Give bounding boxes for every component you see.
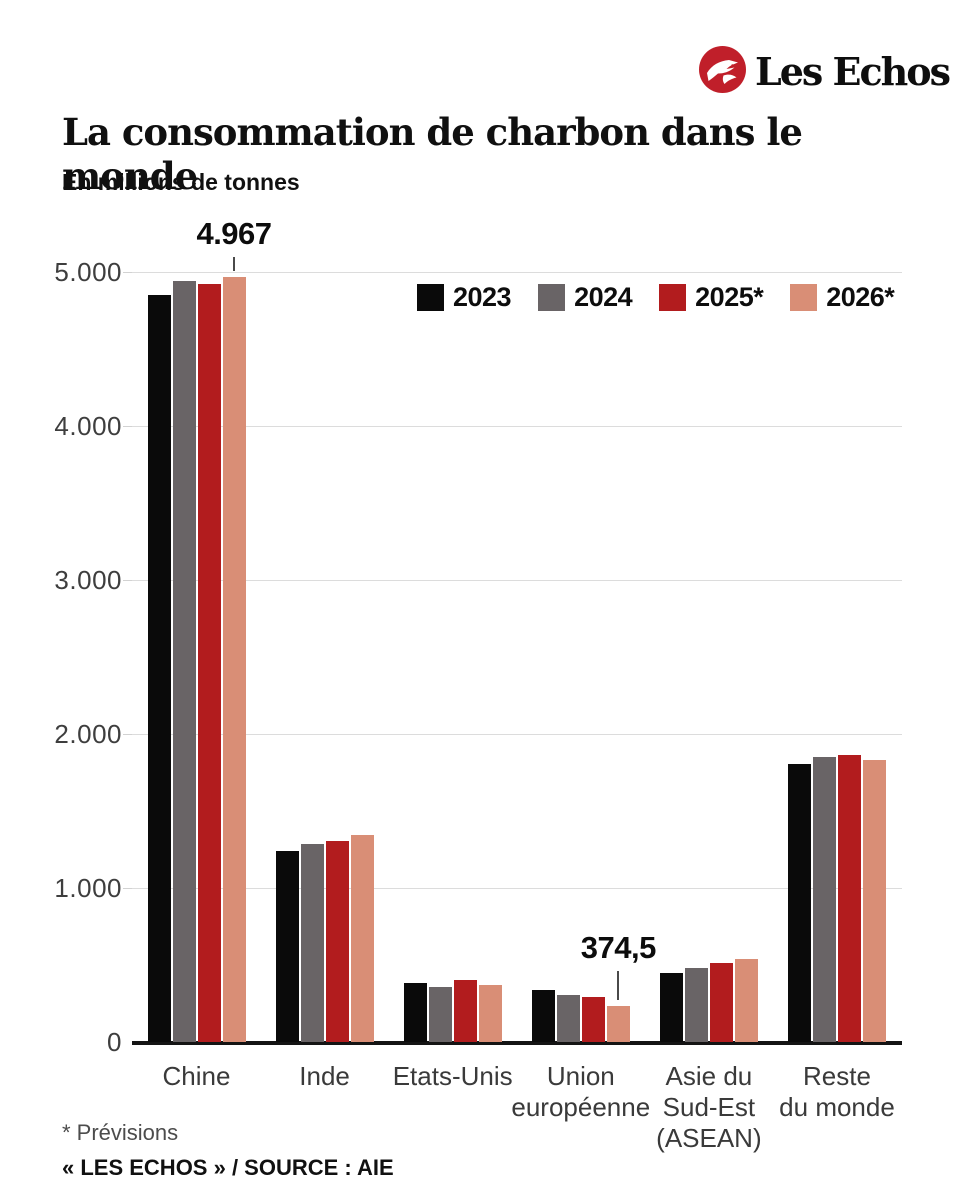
legend-item-2024: 2024: [538, 282, 633, 313]
legend-item-2025: 2025*: [659, 282, 764, 313]
legend-label-2023: 2023: [453, 282, 512, 312]
y-axis-label-5.000: 5.000: [54, 257, 122, 287]
annotation-value-1: 374,5: [580, 929, 657, 965]
bar-2023-1: [275, 851, 299, 1042]
footnote-previsions: * Prévisions: [62, 1120, 179, 1145]
bar-2026-3: [606, 1006, 630, 1042]
x-axis-label-0: Chine: [162, 1061, 231, 1091]
bar-2024-1: [300, 844, 324, 1042]
chart-subtitle: En millions de tonnes: [62, 169, 300, 195]
legend-item-2023: 2023: [417, 282, 512, 313]
legend-label-2026: 2026*: [826, 282, 895, 312]
bar-2025-5: [838, 755, 861, 1042]
bar-2026-1: [350, 835, 374, 1042]
legend-swatch-2024: [538, 284, 566, 311]
bar-2026-2: [478, 985, 502, 1042]
gridline-5000: [132, 272, 902, 273]
y-tick: [123, 888, 132, 889]
legend: 2023 2024 2025* 2026*: [417, 282, 895, 313]
bar-2026-4: [734, 959, 758, 1042]
x-axis-label-5: Reste du monde: [779, 1061, 895, 1122]
bar-2023-3: [531, 990, 555, 1042]
gridline-3000: [132, 580, 902, 581]
bar-2026-0: [222, 277, 246, 1042]
y-tick: [123, 734, 132, 735]
legend-swatch-2025: [659, 284, 687, 311]
bar-2025-4: [709, 963, 733, 1042]
plot-area: 0 1.000 2.000 3.000 4.000 5.000: [54, 257, 902, 1057]
y-axis-label-1.000: 1.000: [54, 873, 122, 903]
bar-2023-5: [788, 764, 811, 1042]
y-axis-label-3.000: 3.000: [54, 565, 122, 595]
annotation-pointer-0: [233, 257, 235, 272]
y-tick: [123, 272, 132, 273]
bar-group-5: [788, 755, 886, 1042]
gridline-1000: [132, 888, 902, 889]
bar-2024-4: [684, 968, 708, 1042]
gridline-4000: [132, 426, 902, 427]
chart-title: La consommation de charbon dans le monde: [62, 110, 803, 198]
gridline-2000: [132, 734, 902, 735]
y-axis-label-2.000: 2.000: [54, 719, 122, 749]
legend-label-2024: 2024: [574, 282, 633, 312]
bar-2023-0: [147, 295, 171, 1042]
bar-group-0: [147, 277, 246, 1042]
bar-2025-2: [453, 980, 477, 1042]
bar-2024-3: [556, 995, 580, 1042]
source-credit: « LES ECHOS » / SOURCE : AIE: [62, 1155, 394, 1180]
x-axis-label-2: Etats-Unis: [392, 1061, 513, 1091]
bar-2024-5: [813, 757, 836, 1042]
legend-item-2026: 2026*: [790, 282, 895, 313]
les-echos-wordmark: Les Echos: [755, 49, 951, 94]
y-tick: [123, 580, 132, 581]
x-axis-line: [132, 1041, 902, 1045]
bar-2024-0: [172, 281, 196, 1042]
bar-group-2: [403, 980, 502, 1042]
x-axis-label-1: Inde: [299, 1061, 350, 1091]
annotation-value-0: 4.967: [196, 216, 272, 252]
y-tick: [123, 426, 132, 427]
y-axis-label-4.000: 4.000: [54, 411, 122, 441]
bar-2025-1: [325, 841, 349, 1042]
x-axis-label-3: Union européenne: [511, 1061, 651, 1122]
bar-2025-3: [581, 997, 605, 1042]
annotation-pointer-1: [617, 970, 620, 1000]
legend-swatch-2023: [417, 284, 444, 311]
x-axis-label-4: Asie du Sud-Est (ASEAN): [656, 1061, 762, 1153]
bar-group-3: [531, 990, 630, 1042]
bar-group-4: [659, 959, 758, 1042]
y-axis-label-0: 0: [107, 1027, 122, 1057]
bar-2023-4: [659, 973, 683, 1042]
bar-2024-2: [428, 987, 452, 1042]
bar-group-1: [275, 835, 374, 1042]
bar-2023-2: [403, 983, 427, 1042]
legend-label-2025: 2025*: [695, 282, 764, 312]
bar-2025-0: [197, 284, 221, 1042]
bar-2026-5: [863, 760, 886, 1042]
legend-swatch-2026: [790, 284, 818, 311]
les-echos-logo-icon: [699, 46, 746, 93]
